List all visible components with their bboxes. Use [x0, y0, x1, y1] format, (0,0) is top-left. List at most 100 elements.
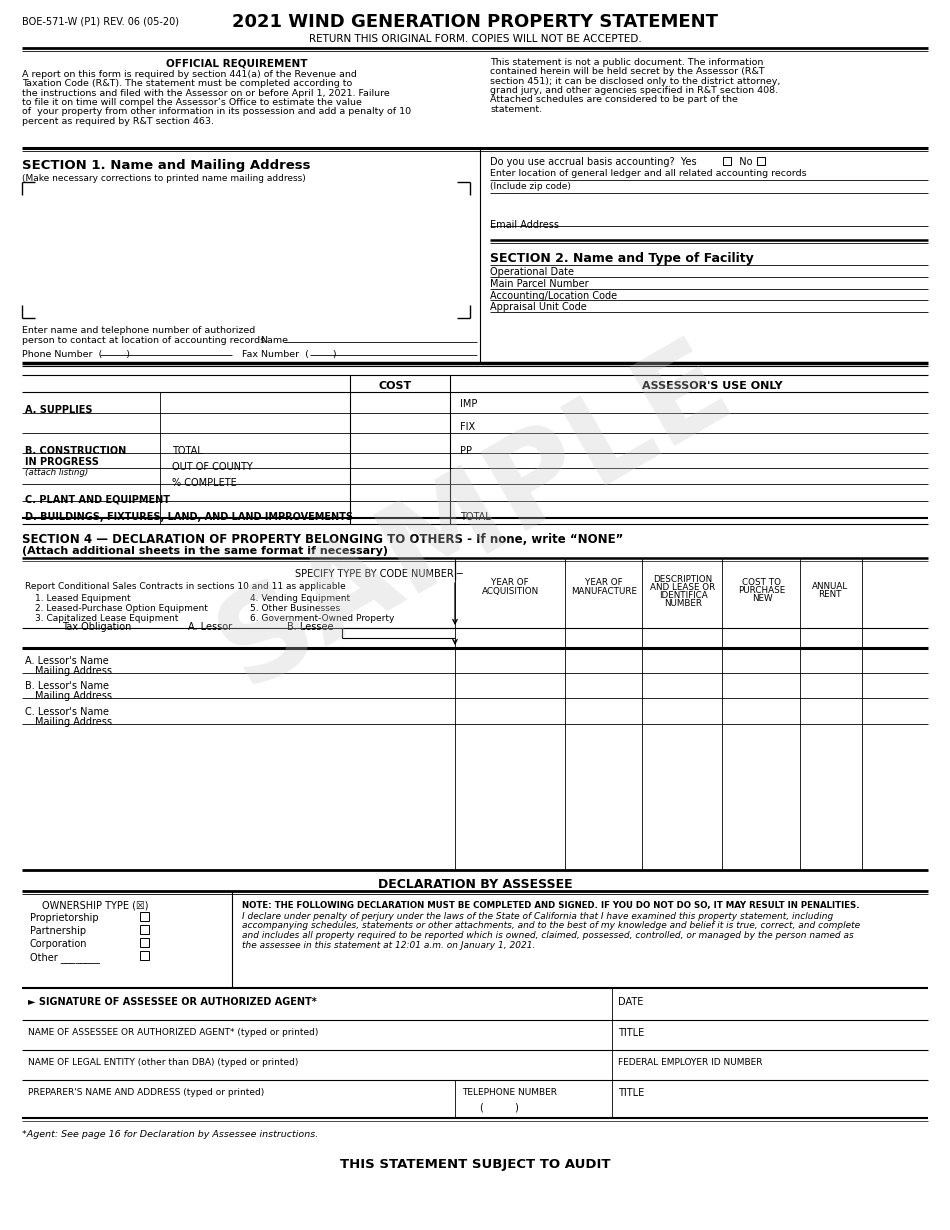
Text: BOE-571-W (P1) REV. 06 (05-20): BOE-571-W (P1) REV. 06 (05-20): [22, 17, 179, 27]
Text: Main Parcel Number: Main Parcel Number: [490, 279, 589, 289]
Text: percent as required by R&T section 463.: percent as required by R&T section 463.: [22, 117, 214, 125]
Text: % COMPLETE: % COMPLETE: [172, 478, 237, 488]
Bar: [140, 911, 149, 921]
Text: D. BUILDINGS, FIXTURES, LAND, AND LAND IMPROVEMENTS: D. BUILDINGS, FIXTURES, LAND, AND LAND I…: [25, 512, 353, 522]
Text: No: No: [733, 157, 755, 167]
Text: Corporation: Corporation: [30, 938, 87, 950]
Text: Enter location of general ledger and all related accounting records: Enter location of general ledger and all…: [490, 169, 807, 178]
Bar: [140, 925, 149, 934]
Text: 3. Capitalized Lease Equipment: 3. Capitalized Lease Equipment: [35, 614, 179, 624]
Text: Other ________: Other ________: [30, 952, 100, 963]
Text: NAME OF LEGAL ENTITY (other than DBA) (typed or printed): NAME OF LEGAL ENTITY (other than DBA) (t…: [28, 1058, 298, 1066]
Text: 2. Leased-Purchase Option Equipment: 2. Leased-Purchase Option Equipment: [35, 604, 208, 613]
Text: (Attach additional sheets in the same format if necessary): (Attach additional sheets in the same fo…: [22, 546, 388, 556]
Text: grand jury, and other agencies specified in R&T section 408.: grand jury, and other agencies specified…: [490, 86, 778, 95]
Text: NAME OF ASSESSEE OR AUTHORIZED AGENT* (typed or printed): NAME OF ASSESSEE OR AUTHORIZED AGENT* (t…: [28, 1028, 318, 1037]
Text: 6. Government-Owned Property: 6. Government-Owned Property: [250, 614, 394, 624]
Text: PREPARER'S NAME AND ADDRESS (typed or printed): PREPARER'S NAME AND ADDRESS (typed or pr…: [28, 1089, 264, 1097]
Text: MANUFACTURE: MANUFACTURE: [571, 587, 637, 597]
Text: IDENTIFICA: IDENTIFICA: [658, 590, 708, 600]
Text: (attach listing): (attach listing): [25, 467, 88, 477]
Text: SAMPLE: SAMPLE: [199, 322, 751, 711]
Text: statement.: statement.: [490, 105, 542, 113]
Text: ANNUAL: ANNUAL: [812, 582, 848, 590]
Text: ACQUISITION: ACQUISITION: [482, 587, 539, 597]
Text: B. Lessee: B. Lessee: [287, 622, 333, 632]
Text: *Agent: See page 16 for Declaration by Assessee instructions.: *Agent: See page 16 for Declaration by A…: [22, 1130, 318, 1139]
Text: A. SUPPLIES: A. SUPPLIES: [25, 405, 92, 415]
Text: section 451); it can be disclosed only to the district attorney,: section 451); it can be disclosed only t…: [490, 76, 780, 86]
Text: 4. Vending Equipment: 4. Vending Equipment: [250, 594, 351, 603]
Text: TITLE: TITLE: [618, 1089, 644, 1098]
Text: FIX: FIX: [460, 422, 475, 432]
Text: OUT OF COUNTY: OUT OF COUNTY: [172, 462, 253, 472]
Text: NEW: NEW: [751, 594, 772, 603]
Bar: [723, 157, 731, 165]
Text: the assessee in this statement at 12:01 a.m. on January 1, 2021.: the assessee in this statement at 12:01 …: [242, 941, 536, 950]
Text: OWNERSHIP TYPE (☒): OWNERSHIP TYPE (☒): [42, 902, 148, 911]
Text: Phone Number  (        ): Phone Number ( ): [22, 351, 130, 359]
Text: Attached schedules are considered to be part of the: Attached schedules are considered to be …: [490, 95, 738, 105]
Text: Proprietorship: Proprietorship: [30, 913, 99, 922]
Text: Report Conditional Sales Contracts in sections 10 and 11 as applicable: Report Conditional Sales Contracts in se…: [25, 582, 346, 590]
Text: RENT: RENT: [818, 590, 842, 599]
Text: ASSESSOR'S USE ONLY: ASSESSOR'S USE ONLY: [641, 381, 782, 391]
Text: SECTION 4 — DECLARATION OF PROPERTY BELONGING TO OTHERS - If none, write “NONE”: SECTION 4 — DECLARATION OF PROPERTY BELO…: [22, 533, 623, 546]
Bar: [140, 951, 149, 959]
Text: Tax Obligation: Tax Obligation: [62, 622, 131, 632]
Text: Operational Date: Operational Date: [490, 267, 574, 277]
Bar: [757, 157, 765, 165]
Text: This statement is not a public document. The information: This statement is not a public document.…: [490, 58, 764, 66]
Text: SECTION 1. Name and Mailing Address: SECTION 1. Name and Mailing Address: [22, 159, 311, 172]
Text: Partnership: Partnership: [30, 926, 86, 936]
Text: TITLE: TITLE: [618, 1028, 644, 1038]
Text: THIS STATEMENT SUBJECT TO AUDIT: THIS STATEMENT SUBJECT TO AUDIT: [340, 1157, 610, 1171]
Text: YEAR OF: YEAR OF: [491, 578, 529, 587]
Text: PP: PP: [460, 446, 472, 456]
Text: 1. Leased Equipment: 1. Leased Equipment: [35, 594, 130, 603]
Text: B. Lessor's Name: B. Lessor's Name: [25, 681, 109, 691]
Text: (Make necessary corrections to printed name mailing address): (Make necessary corrections to printed n…: [22, 173, 306, 183]
Text: A report on this form is required by section 441(a) of the Revenue and: A report on this form is required by sec…: [22, 70, 357, 79]
Text: IN PROGRESS: IN PROGRESS: [25, 458, 99, 467]
Text: NOTE: THE FOLLOWING DECLARATION MUST BE COMPLETED AND SIGNED. IF YOU DO NOT DO S: NOTE: THE FOLLOWING DECLARATION MUST BE …: [242, 902, 860, 910]
Text: DESCRIPTION: DESCRIPTION: [654, 574, 712, 584]
Text: PURCHASE: PURCHASE: [738, 585, 786, 595]
Text: NUMBER: NUMBER: [664, 599, 702, 608]
Text: 2021 WIND GENERATION PROPERTY STATEMENT: 2021 WIND GENERATION PROPERTY STATEMENT: [232, 14, 718, 31]
Text: Appraisal Unit Code: Appraisal Unit Code: [490, 303, 587, 312]
Text: to file it on time will compel the Assessor’s Office to estimate the value: to file it on time will compel the Asses…: [22, 98, 362, 107]
Text: and includes all property required to be reported which is owned, claimed, posse: and includes all property required to be…: [242, 931, 854, 940]
Text: person to contact at location of accounting records: person to contact at location of account…: [22, 336, 265, 344]
Text: B. CONSTRUCTION: B. CONSTRUCTION: [25, 446, 126, 456]
Text: C. PLANT AND EQUIPMENT: C. PLANT AND EQUIPMENT: [25, 494, 170, 506]
Text: Enter name and telephone number of authorized: Enter name and telephone number of autho…: [22, 326, 256, 335]
Text: Fax Number  (        ): Fax Number ( ): [242, 351, 336, 359]
Text: (Include zip code): (Include zip code): [490, 182, 571, 191]
Text: Accounting/Location Code: Accounting/Location Code: [490, 292, 618, 301]
Text: IMP: IMP: [460, 399, 477, 410]
Text: YEAR OF: YEAR OF: [585, 578, 623, 587]
Text: contained herein will be held secret by the Assessor (R&T: contained herein will be held secret by …: [490, 68, 765, 76]
Text: A. Lessor: A. Lessor: [188, 622, 232, 632]
Text: TELEPHONE NUMBER: TELEPHONE NUMBER: [462, 1089, 557, 1097]
Text: TOTAL: TOTAL: [460, 512, 491, 522]
Text: of  your property from other information in its possession and add a penalty of : of your property from other information …: [22, 107, 411, 116]
Bar: [140, 938, 149, 947]
Text: SPECIFY TYPE BY CODE NUMBER ─: SPECIFY TYPE BY CODE NUMBER ─: [295, 569, 463, 579]
Text: ► SIGNATURE OF ASSESSEE OR AUTHORIZED AGENT*: ► SIGNATURE OF ASSESSEE OR AUTHORIZED AG…: [28, 998, 316, 1007]
Text: accompanying schedules, statements or other attachments, and to the best of my k: accompanying schedules, statements or ot…: [242, 921, 860, 931]
Text: (          ): ( ): [480, 1103, 519, 1113]
Text: Mailing Address: Mailing Address: [35, 665, 112, 677]
Text: I declare under penalty of perjury under the laws of the State of California tha: I declare under penalty of perjury under…: [242, 911, 833, 921]
Text: TOTAL: TOTAL: [172, 446, 202, 456]
Text: Taxation Code (R&T). The statement must be completed according to: Taxation Code (R&T). The statement must …: [22, 79, 352, 89]
Text: A. Lessor's Name: A. Lessor's Name: [25, 656, 108, 665]
Text: FEDERAL EMPLOYER ID NUMBER: FEDERAL EMPLOYER ID NUMBER: [618, 1058, 763, 1066]
Text: SECTION 2. Name and Type of Facility: SECTION 2. Name and Type of Facility: [490, 252, 753, 264]
Text: Mailing Address: Mailing Address: [35, 691, 112, 701]
Text: OFFICIAL REQUIREMENT: OFFICIAL REQUIREMENT: [166, 58, 308, 68]
Text: AND LEASE OR: AND LEASE OR: [651, 583, 715, 592]
Text: RETURN THIS ORIGINAL FORM. COPIES WILL NOT BE ACCEPTED.: RETURN THIS ORIGINAL FORM. COPIES WILL N…: [309, 34, 641, 44]
Text: DECLARATION BY ASSESSEE: DECLARATION BY ASSESSEE: [378, 878, 572, 891]
